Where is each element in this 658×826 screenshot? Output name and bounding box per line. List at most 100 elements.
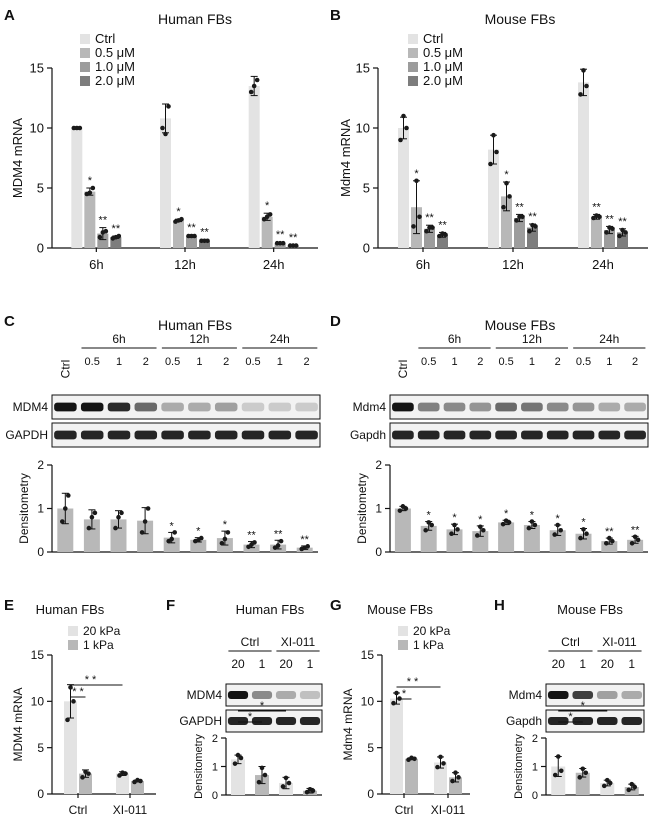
- data-point: [307, 787, 313, 792]
- y-axis-label: MDM4 mRNA: [11, 688, 25, 762]
- data-point: [491, 132, 496, 138]
- legend-label: 1 kPa: [83, 638, 114, 652]
- legend-label: 2.0 μM: [423, 73, 463, 88]
- bar: [498, 522, 515, 552]
- y-tick-label: 15: [356, 61, 370, 76]
- lane-label: 1: [628, 657, 635, 671]
- panel-letter: H: [494, 597, 505, 614]
- bar: [231, 759, 245, 795]
- y-tick-label: 1: [37, 502, 44, 516]
- loading-band: [275, 717, 297, 725]
- target-band: [572, 402, 595, 412]
- significance-mark: * *: [72, 686, 84, 698]
- target-band: [241, 402, 265, 412]
- x-tick-label: Ctrl: [395, 803, 414, 817]
- loading-band: [161, 430, 184, 440]
- significance-mark: **: [425, 212, 434, 224]
- bar: [390, 698, 403, 794]
- lane-label: 0.5: [165, 356, 180, 368]
- target-band: [624, 402, 646, 412]
- data-point: [441, 761, 446, 766]
- group-label: XI-011: [602, 635, 637, 649]
- data-point: [635, 537, 641, 543]
- data-point: [577, 775, 583, 780]
- significance-mark: *: [265, 200, 270, 212]
- target-band: [251, 691, 273, 699]
- blot-row-label: Mdm4: [509, 688, 543, 702]
- target-band: [299, 691, 321, 699]
- significance-mark: **: [276, 229, 285, 241]
- lane-label-ctrl: Ctrl: [396, 360, 410, 379]
- bar: [274, 243, 286, 248]
- data-point: [632, 784, 638, 790]
- group-label: XI-011: [281, 635, 316, 649]
- loading-band: [598, 430, 621, 440]
- legend-swatch: [80, 62, 90, 72]
- blot-row-label: Gapdh: [350, 428, 386, 442]
- bar: [110, 237, 122, 248]
- bar: [424, 228, 435, 248]
- data-point: [117, 773, 122, 778]
- data-point: [120, 770, 125, 775]
- legend-swatch: [408, 34, 418, 44]
- loading-band: [547, 717, 569, 725]
- y-tick-label: 5: [37, 741, 44, 755]
- bar: [116, 773, 129, 794]
- y-tick-label: 2: [212, 733, 218, 745]
- y-tick-label: 2: [532, 733, 538, 745]
- data-point: [558, 527, 563, 533]
- data-point: [87, 190, 93, 196]
- lane-label: 20: [601, 657, 615, 671]
- target-band: [417, 402, 440, 412]
- target-band: [547, 691, 569, 699]
- x-tick-label: Ctrl: [69, 803, 88, 817]
- x-tick-label: 24h: [263, 257, 285, 272]
- legend-swatch: [80, 34, 90, 44]
- data-point: [578, 92, 583, 97]
- significance-mark: **: [631, 524, 640, 536]
- data-point: [397, 508, 403, 513]
- y-tick-label: 10: [30, 121, 44, 136]
- chart-title: Human FBs: [158, 11, 232, 27]
- data-point: [450, 778, 455, 784]
- data-point: [427, 225, 432, 230]
- y-tick-label: 10: [31, 695, 45, 709]
- significance-mark: *: [196, 526, 201, 538]
- significance-mark: * *: [407, 676, 419, 688]
- y-axis-label: Densitometry: [193, 734, 205, 799]
- group-label: Ctrl: [241, 635, 260, 649]
- bar: [578, 82, 589, 249]
- lane-label: 2: [304, 356, 310, 368]
- data-point: [552, 772, 558, 778]
- data-point: [63, 506, 68, 511]
- y-tick-label: 1: [532, 761, 538, 773]
- loading-band: [572, 430, 595, 440]
- target-band: [469, 402, 492, 412]
- data-point: [449, 531, 454, 537]
- data-point: [581, 527, 586, 532]
- data-point: [83, 769, 88, 775]
- lane-label: 1: [259, 657, 266, 671]
- group-label: 6h: [448, 332, 461, 346]
- data-point: [620, 227, 625, 233]
- target-band: [621, 691, 643, 699]
- data-point: [555, 522, 560, 528]
- data-point: [629, 781, 635, 787]
- chart-title: Mouse FBs: [485, 11, 556, 27]
- data-point: [584, 83, 589, 89]
- data-point: [254, 77, 260, 83]
- legend-swatch: [68, 640, 78, 650]
- significance-mark: *: [556, 513, 561, 525]
- data-point: [113, 234, 119, 240]
- loading-band: [417, 430, 440, 440]
- lane-label: 2: [477, 356, 483, 368]
- significance-mark: **: [618, 216, 627, 228]
- data-point: [552, 532, 557, 537]
- significance-mark: *: [504, 508, 509, 520]
- data-point: [423, 527, 429, 533]
- data-point: [417, 214, 422, 220]
- blot-row-label: MDM4: [13, 400, 49, 414]
- y-tick-label: 10: [356, 121, 370, 136]
- loading-band: [392, 430, 414, 440]
- bar: [71, 128, 83, 248]
